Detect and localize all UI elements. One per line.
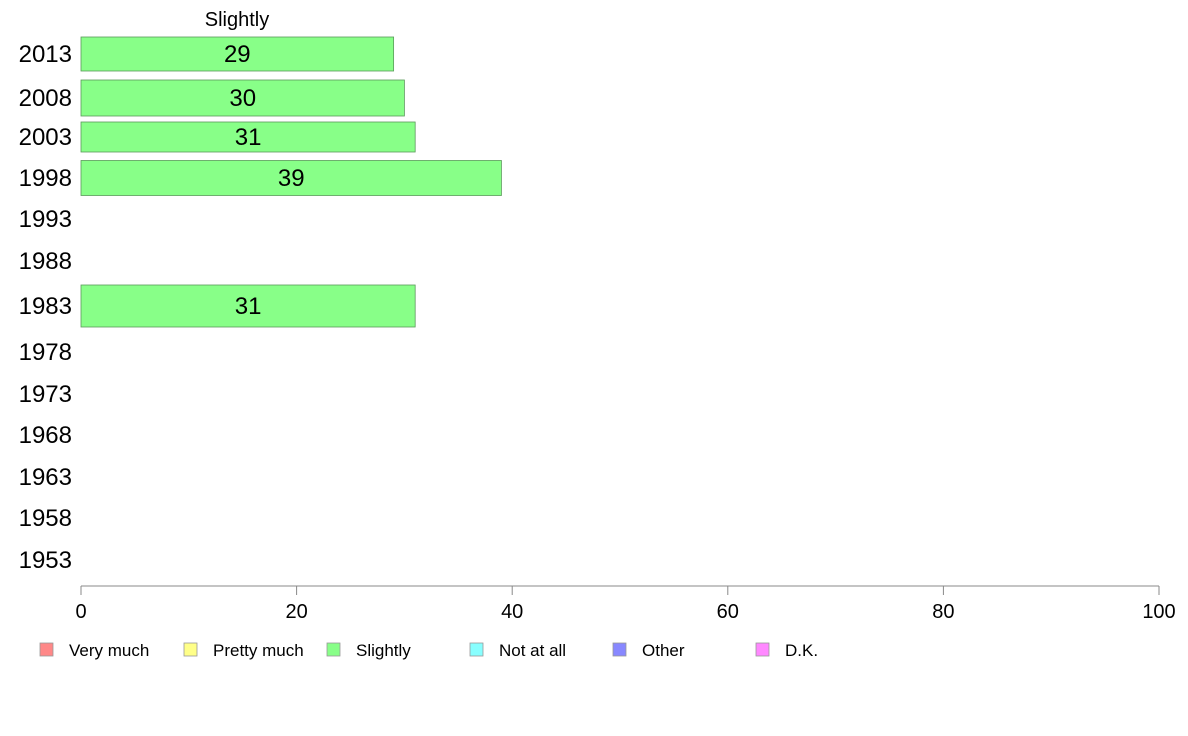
category-label: 1963 xyxy=(19,464,72,491)
bar xyxy=(80,121,416,153)
legend-swatch xyxy=(326,642,341,657)
x-tick-label: 40 xyxy=(501,601,523,623)
category-labels-group: 2013 2008 2003 1998 1993 1988 1983 1978 1973 1968… xyxy=(19,41,72,574)
x-tick-label: 60 xyxy=(717,601,739,623)
chart-title: Slightly xyxy=(205,9,269,31)
x-tick-label: 20 xyxy=(285,601,307,623)
category-label: 1983 xyxy=(19,293,72,320)
category-label: 1958 xyxy=(19,505,72,532)
bar xyxy=(80,160,502,196)
x-tick-label: 100 xyxy=(1142,601,1175,623)
category-label: 2003 xyxy=(19,124,72,151)
bar-value-label: 31 xyxy=(235,293,262,320)
bar-value-label: 29 xyxy=(224,41,251,68)
legend-swatch xyxy=(469,642,484,657)
legend-label: Not at all xyxy=(499,641,566,660)
category-label: 2013 xyxy=(19,41,72,68)
x-ticks-group: 0 20 40 60 80 100 xyxy=(75,586,1176,623)
bar-value-label: 31 xyxy=(235,124,262,151)
category-label: 1993 xyxy=(19,206,72,233)
category-label: 1998 xyxy=(19,165,72,192)
legend: Very much Pretty much Slightly Not at all Ot… xyxy=(39,641,818,660)
legend-swatch xyxy=(612,642,627,657)
category-label: 2008 xyxy=(19,85,72,112)
x-tick-label: 80 xyxy=(932,601,954,623)
bar xyxy=(80,284,416,328)
bar-value-label: 30 xyxy=(229,85,256,112)
bar xyxy=(80,79,405,117)
legend-swatch xyxy=(755,642,770,657)
legend-label: Slightly xyxy=(356,641,411,660)
bar xyxy=(80,36,395,72)
legend-label: Very much xyxy=(69,641,149,660)
category-label: 1978 xyxy=(19,339,72,366)
category-label: 1968 xyxy=(19,422,72,449)
legend-swatch xyxy=(183,642,198,657)
bar-value-label: 39 xyxy=(278,165,305,192)
x-tick-label: 0 xyxy=(75,601,86,623)
legend-label: Other xyxy=(642,641,685,660)
bar-labels-group: 29 30 31 39 31 xyxy=(224,41,305,320)
category-label: 1953 xyxy=(19,547,72,574)
legend-swatch xyxy=(39,642,54,657)
category-label: 1973 xyxy=(19,381,72,408)
legend-label: Pretty much xyxy=(213,641,304,660)
legend-label: D.K. xyxy=(785,641,818,660)
bars-group xyxy=(80,36,502,328)
category-label: 1988 xyxy=(19,248,72,275)
